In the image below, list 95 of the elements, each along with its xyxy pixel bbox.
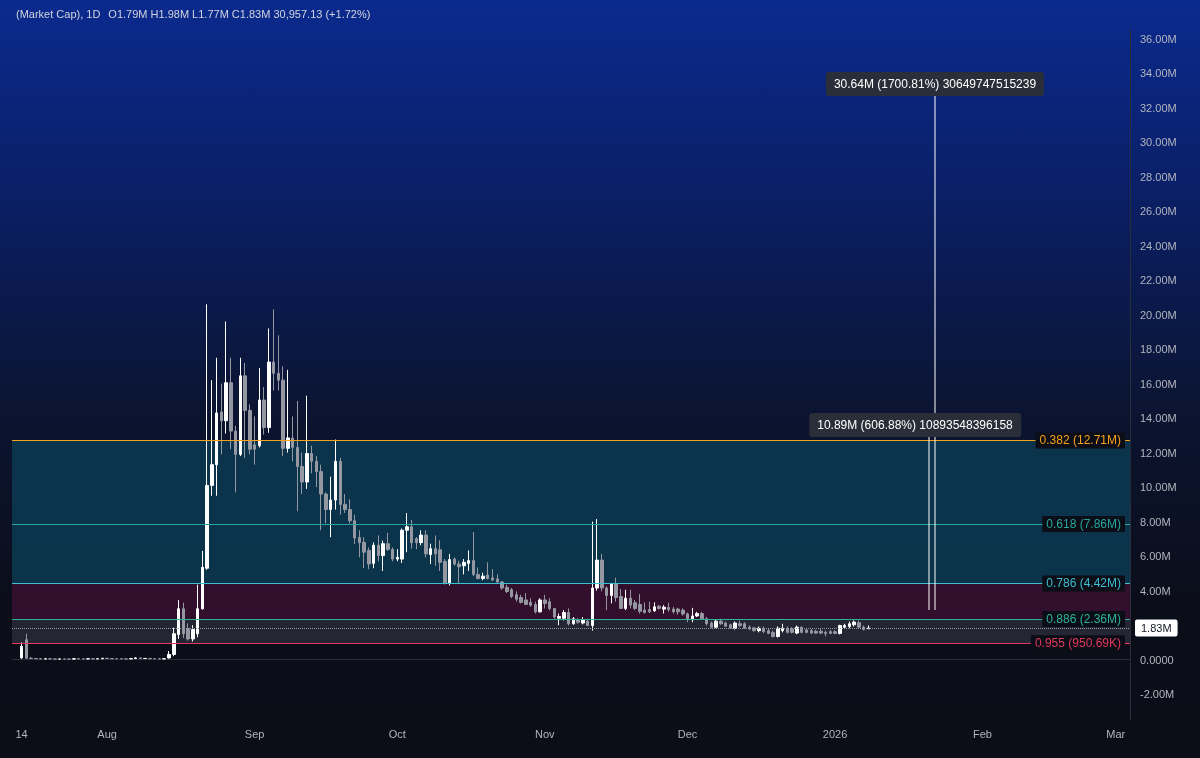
candlestick: [272, 308, 275, 392]
candlestick: [738, 619, 742, 628]
candlestick: [139, 657, 142, 660]
candlestick: [20, 641, 23, 660]
ref-line-label: 1.83M: [1141, 622, 1172, 635]
candlestick: [72, 657, 76, 660]
candlestick: [667, 602, 670, 613]
candlestick: [448, 553, 451, 586]
chart-subtitle: O1.79M H1.98M L1.77M C1.83M 30,957.13 (+1.72%): [108, 8, 371, 20]
y-tick-label: 10.00M: [1140, 481, 1177, 494]
x-tick-label: Dec: [677, 727, 698, 740]
y-tick-label: 20.00M: [1140, 308, 1177, 321]
y-tick-label: 22.00M: [1140, 274, 1177, 287]
y-tick-label: 26.00M: [1140, 205, 1177, 218]
candlestick: [239, 357, 242, 457]
candlestick: [381, 540, 385, 572]
y-tick-label: 30.00M: [1140, 136, 1177, 149]
candlestick: [771, 630, 775, 639]
ref-line-label: 0.886 (2.36M): [1046, 611, 1121, 626]
annotation: 10.89M (606.88%) 10893548396158: [809, 413, 1021, 437]
ref-line-label: 0.382 (12.71M): [1039, 433, 1121, 448]
candlestick: [838, 624, 842, 635]
candlestick: [567, 607, 570, 626]
y-tick-label: 0.0000: [1140, 653, 1174, 666]
candlestick: [700, 611, 704, 621]
candlestick: [329, 476, 332, 538]
ref-line-label: 0.618 (7.86M): [1046, 517, 1121, 532]
candlestick: [143, 657, 147, 660]
candlestick: [795, 624, 799, 635]
ref-line-label: 0.955 (950.69K): [1034, 636, 1121, 651]
candlestick: [220, 383, 223, 455]
candlestick: [334, 439, 337, 511]
y-tick-label: 34.00M: [1140, 67, 1177, 80]
ref-line-label: 0.786 (4.42M): [1046, 576, 1121, 591]
candlestick: [481, 572, 485, 581]
candlestick: [377, 534, 380, 562]
candlestick: [424, 529, 428, 558]
candlestick: [538, 597, 542, 614]
chart-title: (Market Cap), 1D: [16, 8, 101, 20]
x-tick-label: Aug: [97, 727, 117, 740]
candlestick: [719, 618, 723, 626]
candlestick: [305, 395, 309, 490]
y-tick-label: 18.00M: [1140, 343, 1177, 356]
candlestick: [852, 619, 856, 628]
candlestick: [372, 541, 375, 569]
candlestick: [286, 369, 290, 454]
candlestick: [224, 321, 228, 435]
candlestick: [429, 543, 432, 565]
candlestick: [415, 536, 418, 550]
candlestick: [491, 568, 494, 582]
x-tick-label: Mar: [1106, 727, 1126, 740]
candlestick: [662, 604, 666, 615]
candlestick: [543, 594, 547, 610]
candlestick: [648, 601, 651, 614]
candlestick: [534, 601, 537, 615]
candlestick: [610, 582, 613, 604]
x-tick-label: Nov: [535, 727, 556, 740]
x-tick-label: Sep: [244, 727, 265, 740]
x-tick-label: Feb: [973, 727, 992, 740]
candlestick: [310, 445, 313, 474]
y-tick-label: 32.00M: [1140, 101, 1177, 114]
y-tick-label: 12.00M: [1140, 446, 1177, 459]
y-tick-label: 16.00M: [1140, 377, 1177, 390]
candlestick: [624, 589, 627, 611]
annotation: 30.64M (1700.81%) 30649747515239: [825, 72, 1045, 96]
candlestick: [581, 616, 585, 625]
candlestick: [410, 519, 413, 550]
x-tick-label: Oct: [388, 727, 406, 740]
y-tick-label: 28.00M: [1140, 170, 1177, 183]
candlestick: [586, 618, 589, 627]
candlestick: [457, 560, 461, 584]
candlestick: [419, 529, 423, 546]
y-tick-label: 6.00M: [1140, 550, 1171, 563]
candlestick: [695, 611, 699, 618]
y-tick-label: 24.00M: [1140, 239, 1177, 252]
candlestick: [657, 604, 661, 611]
y-tick-label: 4.00M: [1140, 584, 1171, 597]
y-tick-label: 36.00M: [1140, 32, 1177, 45]
candlestick: [129, 657, 133, 660]
candlestick: [576, 617, 580, 625]
y-tick-label: 8.00M: [1140, 515, 1171, 528]
y-tick-label: -2.00M: [1140, 688, 1175, 701]
candlestick: [553, 607, 556, 620]
candlestick: [262, 386, 266, 436]
candlestick: [776, 626, 780, 639]
candlestick: [486, 561, 489, 580]
candlestick: [653, 601, 656, 613]
x-tick-label: 2026: [822, 727, 848, 740]
y-tick-label: 14.00M: [1140, 412, 1177, 425]
candlestick: [258, 367, 261, 448]
candlestick: [714, 619, 718, 629]
candlestick: [733, 621, 737, 631]
candlestick: [267, 327, 271, 434]
candlestick: [291, 415, 294, 462]
x-tick-label: 14: [15, 727, 28, 740]
